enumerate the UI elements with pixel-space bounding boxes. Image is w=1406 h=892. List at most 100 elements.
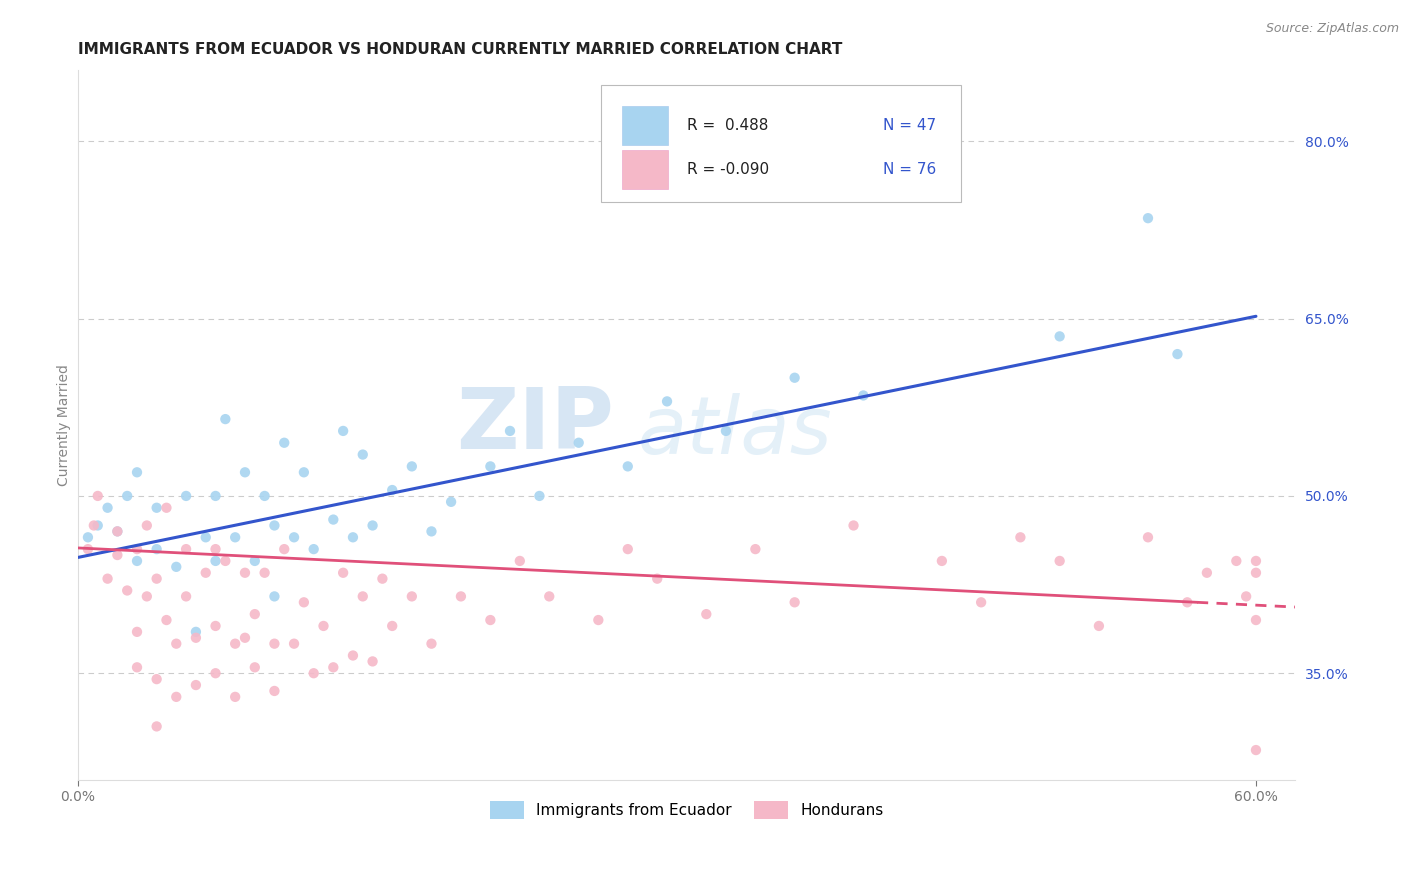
Point: [77, 542, 100, 557]
Point: [165, 690, 187, 704]
Point: [401, 459, 423, 474]
Point: [214, 554, 236, 568]
Point: [105, 548, 128, 562]
Point: [381, 619, 404, 633]
Point: [125, 465, 148, 479]
Point: [1136, 211, 1159, 226]
Point: [165, 637, 187, 651]
Text: R =  0.488: R = 0.488: [686, 118, 768, 133]
Point: [273, 435, 295, 450]
Point: [105, 524, 128, 539]
Point: [695, 607, 717, 621]
Point: [302, 542, 325, 557]
Point: [322, 660, 344, 674]
Point: [568, 435, 591, 450]
Point: [155, 500, 177, 515]
Point: [342, 648, 364, 663]
Point: [1175, 595, 1198, 609]
Point: [253, 566, 276, 580]
Point: [194, 566, 217, 580]
Point: [783, 370, 806, 384]
Point: [145, 542, 167, 557]
Point: [1049, 554, 1071, 568]
Point: [783, 595, 806, 609]
Point: [174, 489, 197, 503]
Point: [253, 489, 276, 503]
Point: [263, 684, 285, 698]
Point: [224, 690, 246, 704]
Point: [125, 660, 148, 674]
Point: [1049, 329, 1071, 343]
Point: [450, 590, 472, 604]
Point: [174, 590, 197, 604]
Point: [233, 465, 256, 479]
Point: [97, 572, 120, 586]
FancyBboxPatch shape: [602, 85, 960, 202]
Point: [1244, 554, 1267, 568]
Point: [352, 590, 374, 604]
Point: [1010, 530, 1032, 544]
Point: [645, 572, 668, 586]
Point: [243, 607, 266, 621]
Point: [970, 595, 993, 609]
Point: [165, 559, 187, 574]
Point: [332, 424, 354, 438]
FancyBboxPatch shape: [623, 105, 668, 145]
Point: [361, 654, 384, 668]
FancyBboxPatch shape: [623, 150, 668, 189]
Point: [204, 489, 226, 503]
Point: [184, 631, 207, 645]
Point: [283, 530, 305, 544]
Point: [302, 666, 325, 681]
Point: [420, 637, 443, 651]
Point: [744, 542, 766, 557]
Point: [204, 542, 226, 557]
Text: Source: ZipAtlas.com: Source: ZipAtlas.com: [1265, 22, 1399, 36]
Point: [292, 595, 315, 609]
Point: [509, 554, 531, 568]
Point: [361, 518, 384, 533]
Point: [322, 512, 344, 526]
Text: ZIP: ZIP: [456, 384, 613, 467]
Y-axis label: Currently Married: Currently Married: [58, 364, 72, 486]
Point: [479, 613, 502, 627]
Text: R = -0.090: R = -0.090: [686, 162, 769, 178]
Point: [174, 542, 197, 557]
Point: [1166, 347, 1188, 361]
Text: IMMIGRANTS FROM ECUADOR VS HONDURAN CURRENTLY MARRIED CORRELATION CHART: IMMIGRANTS FROM ECUADOR VS HONDURAN CURR…: [79, 42, 842, 57]
Point: [1234, 590, 1257, 604]
Text: N = 47: N = 47: [883, 118, 936, 133]
Point: [214, 412, 236, 426]
Point: [588, 613, 610, 627]
Point: [155, 613, 177, 627]
Point: [538, 590, 561, 604]
Point: [125, 624, 148, 639]
Point: [292, 465, 315, 479]
Point: [115, 489, 138, 503]
Point: [371, 572, 394, 586]
Point: [1244, 613, 1267, 627]
Point: [1088, 619, 1111, 633]
Point: [617, 542, 640, 557]
Point: [135, 590, 157, 604]
Point: [332, 566, 354, 580]
Point: [194, 530, 217, 544]
Point: [87, 518, 110, 533]
Point: [145, 672, 167, 686]
Point: [263, 518, 285, 533]
Point: [714, 424, 737, 438]
Point: [499, 424, 522, 438]
Point: [1244, 566, 1267, 580]
Point: [440, 495, 463, 509]
Point: [233, 566, 256, 580]
Point: [105, 524, 128, 539]
Point: [243, 660, 266, 674]
Text: atlas: atlas: [638, 393, 832, 471]
Point: [184, 624, 207, 639]
Point: [352, 448, 374, 462]
Point: [204, 619, 226, 633]
Point: [1195, 566, 1218, 580]
Point: [83, 518, 105, 533]
Point: [125, 554, 148, 568]
Point: [842, 518, 865, 533]
